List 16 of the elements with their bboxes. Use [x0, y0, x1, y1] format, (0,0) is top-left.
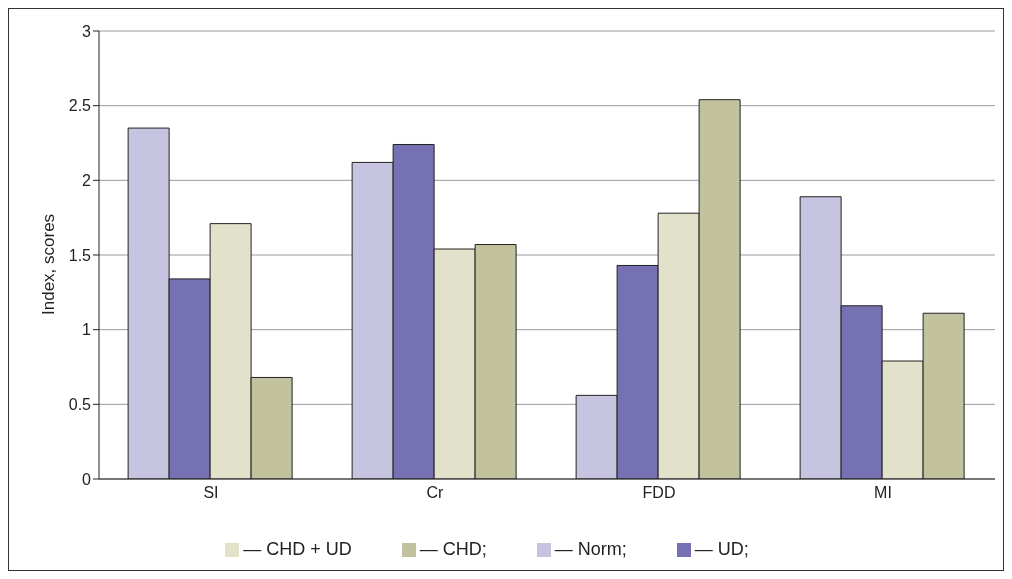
x-tick-label: SI [203, 484, 219, 502]
legend-label: — Norm; [554, 539, 627, 559]
x-tick-label: MI [874, 484, 892, 502]
legend-label: — UD; [694, 539, 749, 559]
x-tick-label: FDD [642, 484, 676, 502]
y-tick-label: 1 [82, 321, 92, 339]
y-tick-label: 2.5 [68, 97, 92, 115]
y-tick-label: 0.5 [68, 396, 92, 414]
legend-label: — CHD + UD [243, 539, 352, 559]
y-tick-label: 2 [82, 172, 92, 190]
y-tick-label: 3 [82, 22, 92, 40]
y-axis-title: Index, scores [39, 213, 59, 315]
legend-label: — CHD; [419, 539, 487, 559]
y-tick-label: 0 [82, 470, 92, 488]
x-tick-label: Cr [426, 484, 445, 502]
y-tick-label: 1.5 [68, 246, 92, 264]
